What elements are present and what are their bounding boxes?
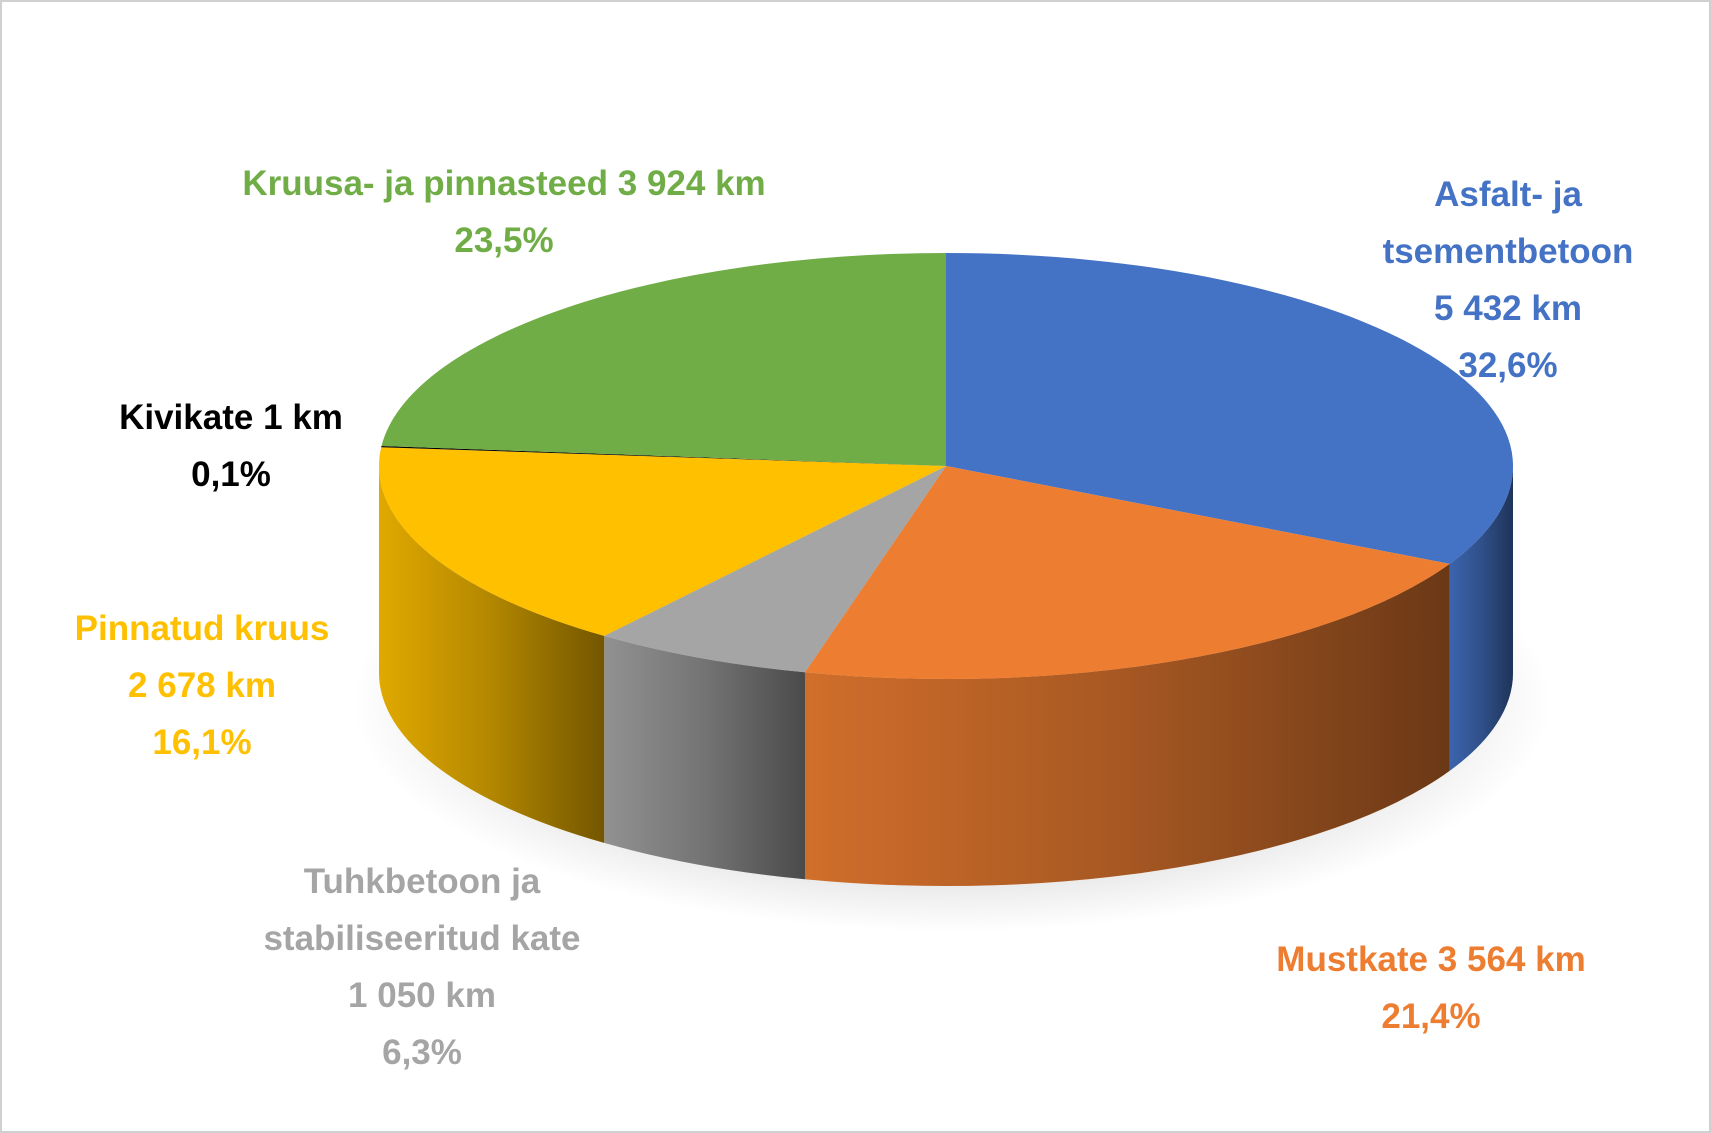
category-label: Tuhkbetoon ja stabiliseeritud kate bbox=[263, 862, 581, 958]
slice-side-shade bbox=[604, 635, 805, 880]
slice bbox=[604, 466, 946, 673]
data-label: Kruusa- ja pinnasteed 3 924 km 23,5% bbox=[242, 155, 765, 269]
slice bbox=[804, 466, 1450, 679]
category-label: Kruusa- ja pinnasteed bbox=[242, 164, 608, 203]
percent-label: 32,6% bbox=[1458, 346, 1558, 385]
length-label: 3 924 km bbox=[617, 164, 766, 203]
percent-label: 6,3% bbox=[382, 1033, 462, 1072]
data-label: Tuhkbetoon ja stabiliseeritud kate 1 050 … bbox=[222, 853, 622, 1081]
percent-label: 0,1% bbox=[191, 455, 271, 494]
label-line: Kruusa- ja pinnasteed 3 924 km bbox=[242, 155, 765, 212]
slice-side-shade bbox=[804, 563, 1450, 886]
length-label: 2 678 km bbox=[128, 666, 276, 705]
data-label: Asfalt- ja tsementbetoon 5 432 km 32,6% bbox=[1343, 166, 1673, 394]
data-label: Kivikate 1 km 0,1% bbox=[119, 389, 343, 503]
slice bbox=[378, 447, 946, 636]
length-label: 5 432 km bbox=[1434, 289, 1582, 328]
label-line: Mustkate 3 564 km bbox=[1276, 931, 1585, 988]
slice bbox=[381, 445, 946, 466]
percent-label: 23,5% bbox=[454, 221, 554, 260]
percent-label: 21,4% bbox=[1381, 997, 1481, 1036]
length-label: 1 050 km bbox=[348, 976, 496, 1015]
length-label: 1 km bbox=[263, 398, 343, 437]
label-line: Kivikate 1 km bbox=[119, 389, 343, 446]
slice-side-shade bbox=[1449, 466, 1513, 771]
length-label: 3 564 km bbox=[1437, 940, 1586, 979]
category-label: Kivikate bbox=[119, 398, 254, 437]
category-label: Pinnatud kruus bbox=[74, 609, 330, 648]
slice bbox=[946, 253, 1513, 564]
slice bbox=[381, 253, 946, 466]
category-label: Mustkate bbox=[1276, 940, 1429, 979]
slice-side-shade bbox=[379, 466, 605, 843]
data-label: Mustkate 3 564 km 21,4% bbox=[1276, 931, 1585, 1045]
category-label: Asfalt- ja tsementbetoon bbox=[1382, 175, 1634, 271]
percent-label: 16,1% bbox=[152, 723, 252, 762]
data-label: Pinnatud kruus 2 678 km 16,1% bbox=[52, 600, 352, 771]
